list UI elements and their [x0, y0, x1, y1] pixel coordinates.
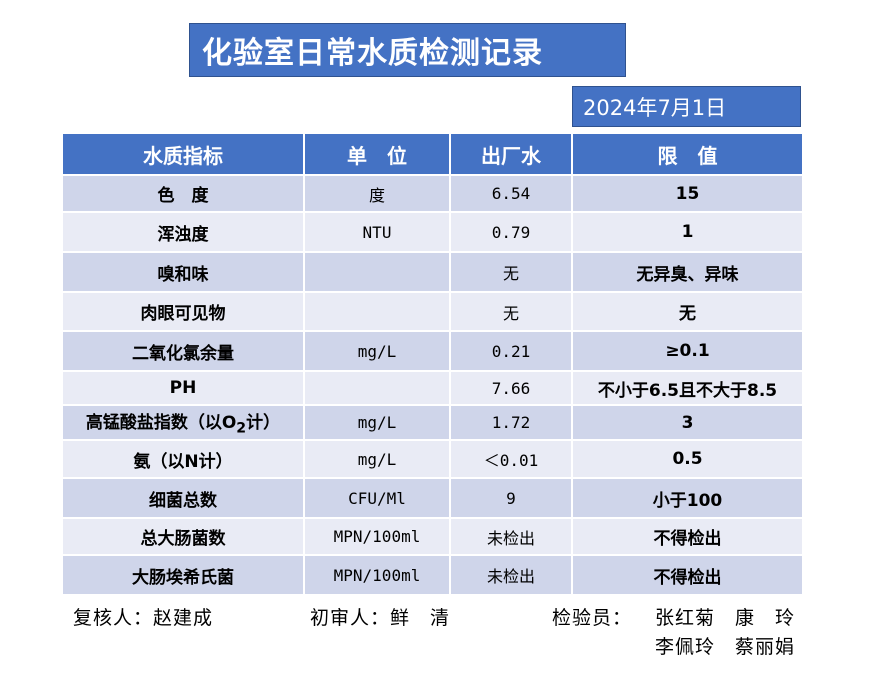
value-cell: 7.66	[449, 370, 573, 406]
reviewer-signature: 复核人：赵建成	[73, 607, 214, 629]
value-cell: ＜0.01	[449, 439, 573, 479]
unit-cell: CFU/Ml	[303, 477, 451, 519]
table-row: 浑浊度 NTU 0.79 1	[61, 211, 804, 253]
header-indicator: 水质指标	[61, 132, 305, 176]
limit-cell: 15	[571, 174, 804, 213]
inspector-label: 检验员：	[552, 607, 633, 629]
header-limit: 限 值	[571, 132, 804, 176]
unit-cell: mg/L	[303, 330, 451, 372]
water-quality-table: 水质指标 单 位 出厂水 限 值 色 度 度 6.54 15 浑浊度 NTU 0…	[61, 132, 804, 596]
indicator-cell: 总大肠菌数	[61, 517, 305, 556]
header-unit: 单 位	[303, 132, 451, 176]
table-row: 氨（以N计） mg/L ＜0.01 0.5	[61, 439, 804, 479]
table-row: 色 度 度 6.54 15	[61, 174, 804, 213]
limit-cell: 不得检出	[571, 517, 804, 556]
table-row: 二氧化氯余量 mg/L 0.21 ≥0.1	[61, 330, 804, 372]
table-row: 细菌总数 CFU/Ml 9 小于100	[61, 477, 804, 519]
table-row: 嗅和味 无 无异臭、异味	[61, 251, 804, 293]
table-header-row: 水质指标 单 位 出厂水 限 值	[61, 132, 804, 176]
unit-cell	[303, 251, 451, 293]
limit-cell: 小于100	[571, 477, 804, 519]
value-cell: 未检出	[449, 554, 573, 596]
unit-cell	[303, 370, 451, 406]
indicator-cell: 大肠埃希氏菌	[61, 554, 305, 596]
subscript-2: 2	[236, 420, 247, 437]
unit-cell: NTU	[303, 211, 451, 253]
indicator-cell: 色 度	[61, 174, 305, 213]
limit-cell: ≥0.1	[571, 330, 804, 372]
unit-cell: mg/L	[303, 404, 451, 441]
limit-cell: 1	[571, 211, 804, 253]
indicator-cell: 嗅和味	[61, 251, 305, 293]
record-date: 2024年7月1日	[572, 86, 801, 127]
value-cell: 1.72	[449, 404, 573, 441]
unit-cell: 度	[303, 174, 451, 213]
value-cell: 9	[449, 477, 573, 519]
unit-cell: MPN/100ml	[303, 517, 451, 556]
value-cell: 无	[449, 251, 573, 293]
unit-cell: mg/L	[303, 439, 451, 479]
table-row: 大肠埃希氏菌 MPN/100ml 未检出 不得检出	[61, 554, 804, 596]
value-cell: 0.79	[449, 211, 573, 253]
limit-cell: 不得检出	[571, 554, 804, 596]
limit-cell: 0.5	[571, 439, 804, 479]
indicator-cell: 肉眼可见物	[61, 291, 305, 332]
value-cell: 无	[449, 291, 573, 332]
table-row: 高锰酸盐指数（以O2计） mg/L 1.72 3	[61, 404, 804, 441]
table-row: PH 7.66 不小于6.5且不大于8.5	[61, 370, 804, 406]
indicator-cell: PH	[61, 370, 305, 406]
indicator-cell: 细菌总数	[61, 477, 305, 519]
unit-cell: MPN/100ml	[303, 554, 451, 596]
table-row: 肉眼可见物 无 无	[61, 291, 804, 332]
limit-cell: 无异臭、异味	[571, 251, 804, 293]
indicator-cell: 浑浊度	[61, 211, 305, 253]
indicator-cell: 高锰酸盐指数（以O2计）	[61, 404, 305, 441]
limit-cell: 不小于6.5且不大于8.5	[571, 370, 804, 406]
inspectors-line-2: 李佩玲 蔡丽娟	[655, 636, 796, 658]
first-reviewer-signature: 初审人：鲜 清	[310, 607, 451, 629]
indicator-cell: 氨（以N计）	[61, 439, 305, 479]
limit-cell: 无	[571, 291, 804, 332]
value-cell: 未检出	[449, 517, 573, 556]
unit-cell	[303, 291, 451, 332]
value-cell: 0.21	[449, 330, 573, 372]
limit-cell: 3	[571, 404, 804, 441]
indicator-cell: 二氧化氯余量	[61, 330, 305, 372]
header-outflow-water: 出厂水	[449, 132, 573, 176]
table-row: 总大肠菌数 MPN/100ml 未检出 不得检出	[61, 517, 804, 556]
page-title: 化验室日常水质检测记录	[189, 23, 626, 77]
inspectors-line-1: 张红菊 康 玲	[655, 607, 796, 629]
value-cell: 6.54	[449, 174, 573, 213]
